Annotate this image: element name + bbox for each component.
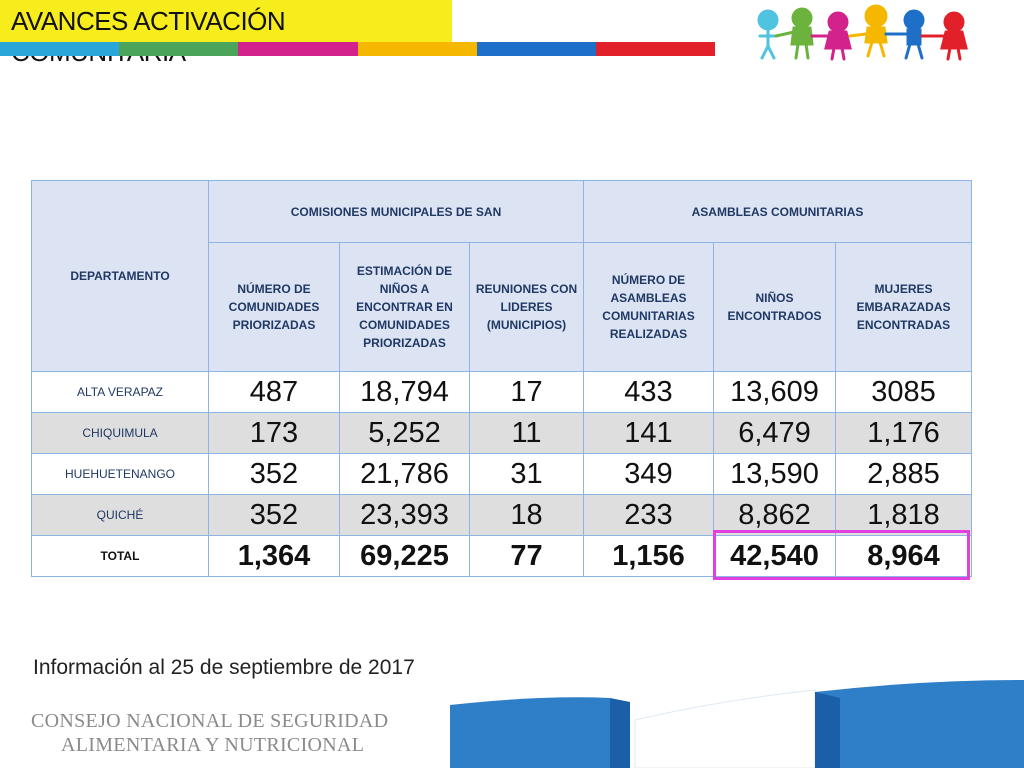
total-value-cell: 1,156 [583,535,714,577]
value-cell: 141 [583,412,714,454]
value-cell: 6,479 [713,412,836,454]
value-cell: 18,794 [339,371,470,413]
stripe [0,42,120,56]
stripe [357,42,477,56]
group-header-asambleas: ASAMBLEAS COMUNITARIAS [582,180,973,243]
value-cell: 487 [208,371,340,413]
column-header: NÚMERO DE COMUNIDADES PRIORIZADAS [208,242,340,372]
department-cell: ALTA VERAPAZ [31,371,209,413]
value-cell: 1,818 [834,494,973,536]
total-value-cell: 8,964 [834,535,973,577]
value-cell: 173 [208,412,340,454]
department-header: DEPARTAMENTO [31,180,209,372]
table-row: ALTA VERAPAZ 487 18,794 17 433 13,609 30… [31,371,973,413]
total-value-cell: 1,364 [208,535,340,577]
organization-name: CONSEJO NACIONAL DE SEGURIDAD ALIMENTARI… [31,709,388,757]
value-cell: 2,885 [834,453,973,495]
department-cell: HUEHUETENANGO [31,453,209,495]
value-cell: 352 [208,453,340,495]
value-cell: 349 [583,453,714,495]
value-cell: 11 [469,412,584,454]
table-row: QUICHÉ 352 23,393 18 233 8,862 1,818 [31,494,973,536]
total-value-cell: 77 [469,535,584,577]
total-row: TOTAL 1,364 69,225 77 1,156 42,540 8,964 [31,535,973,577]
value-cell: 352 [208,494,340,536]
footer-wave-decoration [450,680,1024,768]
children-holding-hands-icon [757,4,968,61]
page-title: AVANCES ACTIVACIÓN COMUNITARIA [11,6,286,67]
value-cell: 31 [469,453,584,495]
column-header: ESTIMACIÓN DE NIÑOS A ENCONTRAR EN COMUN… [339,242,470,372]
value-cell: 17 [469,371,584,413]
column-header: REUNIONES CON LIDERES (MUNICIPIOS) [469,242,584,372]
group-header-comisiones: COMISIONES MUNICIPALES DE SAN [208,180,584,243]
department-cell: CHIQUIMULA [31,412,209,454]
value-cell: 13,590 [713,453,836,495]
value-cell: 18 [469,494,584,536]
column-header: MUJERES EMBARAZADAS ENCONTRADAS [834,242,973,372]
stripe [595,42,716,56]
table-row: HUEHUETENANGO 352 21,786 31 349 13,590 2… [31,453,973,495]
stripe [476,42,596,56]
value-cell: 433 [583,371,714,413]
organization-line-1: CONSEJO NACIONAL DE SEGURIDAD [31,710,389,732]
column-header: NÚMERO DE ASAMBLEAS COMUNITARIAS REALIZA… [583,242,714,372]
total-value-cell: 42,540 [713,535,836,577]
value-cell: 3085 [834,371,973,413]
title-banner: AVANCES ACTIVACIÓN COMUNITARIA [0,0,452,67]
organization-line-2: ALIMENTARIA Y NUTRICIONAL [61,734,365,756]
value-cell: 233 [583,494,714,536]
stripe [238,42,358,56]
highlight-box [713,530,970,580]
total-value-cell: 69,225 [339,535,470,577]
table-row: CHIQUIMULA 173 5,252 11 141 6,479 1,176 [31,412,973,454]
value-cell: 8,862 [713,494,836,536]
value-cell: 1,176 [834,412,973,454]
stripe [119,42,239,56]
value-cell: 5,252 [339,412,470,454]
total-label: TOTAL [31,535,209,577]
column-header: NIÑOS ENCONTRADOS [713,242,836,372]
value-cell: 23,393 [339,494,470,536]
value-cell: 21,786 [339,453,470,495]
value-cell: 13,609 [713,371,836,413]
info-date-text: Información al 25 de septiembre de 2017 [33,656,415,679]
department-cell: QUICHÉ [31,494,209,536]
color-stripes [0,42,716,56]
summary-table: DEPARTAMENTO COMISIONES MUNICIPALES DE S… [31,180,973,577]
